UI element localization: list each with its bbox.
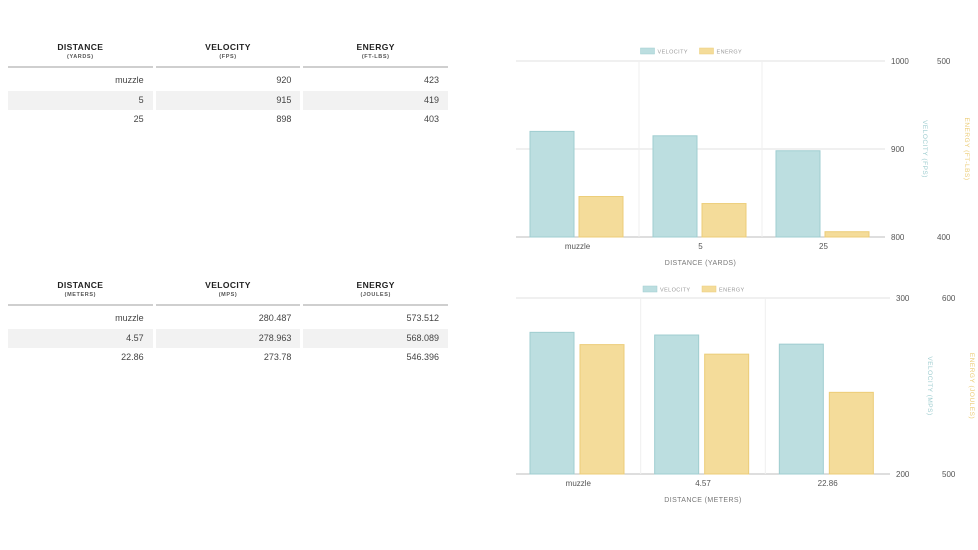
- y-tick-label-energy: 500: [937, 57, 951, 66]
- column-header-unit: (FT-LBS): [361, 54, 390, 60]
- cell-energy: 403: [423, 114, 440, 124]
- bar-energy: [704, 353, 750, 475]
- x-tick-label: 25: [819, 242, 828, 251]
- cell-energy: 423: [423, 75, 440, 85]
- ballistics-table-metric: DISTANCE (METERS) VELOCITY (MPS) ENERGY …: [8, 280, 449, 368]
- column-header-velocity: VELOCITY (MPS): [155, 280, 301, 306]
- cell-velocity: 280.487: [258, 313, 292, 323]
- cell-velocity: 920: [276, 75, 292, 85]
- column-header-unit: (YARDS): [67, 54, 94, 60]
- column-header-unit: (MPS): [218, 292, 238, 298]
- column-header-velocity: VELOCITY (FPS): [155, 42, 301, 68]
- y-tick-label-velocity: 1000: [891, 57, 909, 66]
- y-axis-title-velocity: VELOCITY (FPS): [921, 120, 928, 178]
- cell-velocity: 273.78: [263, 352, 292, 362]
- y-axis-title-energy: ENERGY (JOULES): [968, 353, 975, 419]
- table-row: 22.86 273.78 546.396: [8, 348, 448, 368]
- x-axis-title: DISTANCE (YARDS): [665, 260, 736, 267]
- column-header-distance: DISTANCE (METERS): [8, 280, 153, 306]
- column-header-title: ENERGY: [356, 42, 395, 52]
- table-row: 4.57 278.963 568.089: [8, 328, 449, 348]
- table-row: muzzle 920 423: [8, 71, 448, 91]
- velocity-energy-chart-meters: muzzle 4.57 22.86 300 200 600 500 VELOCITY (MPS…: [516, 285, 975, 504]
- x-tick-label: 5: [698, 242, 703, 251]
- table-header-row: DISTANCE (YARDS) VELOCITY (FPS) ENERGY (…: [8, 42, 449, 68]
- cell-velocity: 278.963: [155, 328, 301, 348]
- column-header-unit: (JOULES): [360, 292, 391, 298]
- bar-velocity: [529, 331, 575, 475]
- cell-distance: 22.86: [121, 352, 144, 362]
- y-tick-label-velocity: 900: [891, 145, 905, 154]
- legend-swatch-energy: [701, 285, 717, 293]
- column-header-title: VELOCITY: [205, 280, 251, 290]
- bar-velocity: [529, 130, 575, 238]
- bar-energy: [828, 391, 874, 475]
- cell-velocity: 915: [155, 90, 301, 110]
- bar-velocity: [775, 150, 821, 238]
- bar-energy: [824, 231, 870, 238]
- legend-swatch-velocity: [640, 47, 655, 55]
- y-tick-label-velocity: 200: [896, 470, 910, 479]
- table-row: 5 915 419: [8, 90, 449, 110]
- table-row: muzzle 280.487 573.512: [8, 309, 448, 329]
- x-axis-title: DISTANCE (METERS): [664, 497, 741, 504]
- legend-label-energy: ENERGY: [717, 50, 743, 56]
- y-tick-label-velocity: 300: [896, 294, 910, 303]
- legend-label-energy: ENERGY: [719, 288, 745, 294]
- x-tick-label: muzzle: [566, 479, 592, 488]
- cell-distance: muzzle: [115, 75, 144, 85]
- cell-distance: 25: [133, 114, 144, 124]
- cell-energy: 546.396: [406, 352, 440, 362]
- cell-distance: muzzle: [115, 313, 144, 323]
- x-tick-label: 22.86: [818, 479, 839, 488]
- bar-energy: [701, 203, 747, 238]
- legend-swatch-velocity: [642, 285, 658, 293]
- legend-swatch-energy: [699, 47, 714, 55]
- x-tick-label: 4.57: [695, 479, 711, 488]
- column-header-unit: (METERS): [64, 292, 97, 298]
- table-header-row: DISTANCE (METERS) VELOCITY (MPS) ENERGY …: [8, 280, 449, 306]
- y-tick-label-energy: 600: [942, 294, 956, 303]
- column-header-title: DISTANCE: [57, 42, 104, 52]
- column-header-energy: ENERGY (FT-LBS): [303, 42, 449, 68]
- legend-label-velocity: VELOCITY: [660, 288, 690, 294]
- column-header-unit: (FPS): [219, 54, 237, 60]
- bar-velocity: [778, 343, 824, 475]
- cell-energy: 573.512: [406, 313, 440, 323]
- bar-energy: [579, 344, 625, 475]
- column-header-title: VELOCITY: [205, 42, 251, 52]
- x-tick-label: muzzle: [565, 242, 591, 251]
- cell-distance: 5: [8, 90, 153, 110]
- column-header-title: ENERGY: [356, 280, 395, 290]
- bar-velocity: [654, 334, 700, 475]
- cell-velocity: 898: [276, 114, 292, 124]
- y-axis-title-velocity: VELOCITY (MPS): [926, 356, 933, 415]
- legend-label-velocity: VELOCITY: [658, 50, 688, 56]
- cell-energy: 568.089: [303, 328, 449, 348]
- y-tick-label-velocity: 800: [891, 233, 905, 242]
- column-header-energy: ENERGY (JOULES): [303, 280, 449, 306]
- velocity-energy-chart-yards: muzzle 5 25 1000 900 800 500 400 VELOCITY (FPS) E…: [516, 47, 970, 267]
- ballistics-table-imperial: DISTANCE (YARDS) VELOCITY (FPS) ENERGY (…: [8, 42, 449, 130]
- y-tick-label-energy: 500: [942, 470, 956, 479]
- y-axis-title-energy: ENERGY (FT-LBS): [963, 117, 970, 180]
- column-header-distance: DISTANCE (YARDS): [8, 42, 153, 68]
- bar-velocity: [652, 135, 698, 238]
- cell-distance: 4.57: [8, 328, 153, 348]
- y-tick-label-energy: 400: [937, 233, 951, 242]
- column-header-title: DISTANCE: [57, 280, 104, 290]
- cell-energy: 419: [303, 90, 449, 110]
- bar-energy: [578, 196, 624, 238]
- table-row: 25 898 403: [8, 110, 448, 130]
